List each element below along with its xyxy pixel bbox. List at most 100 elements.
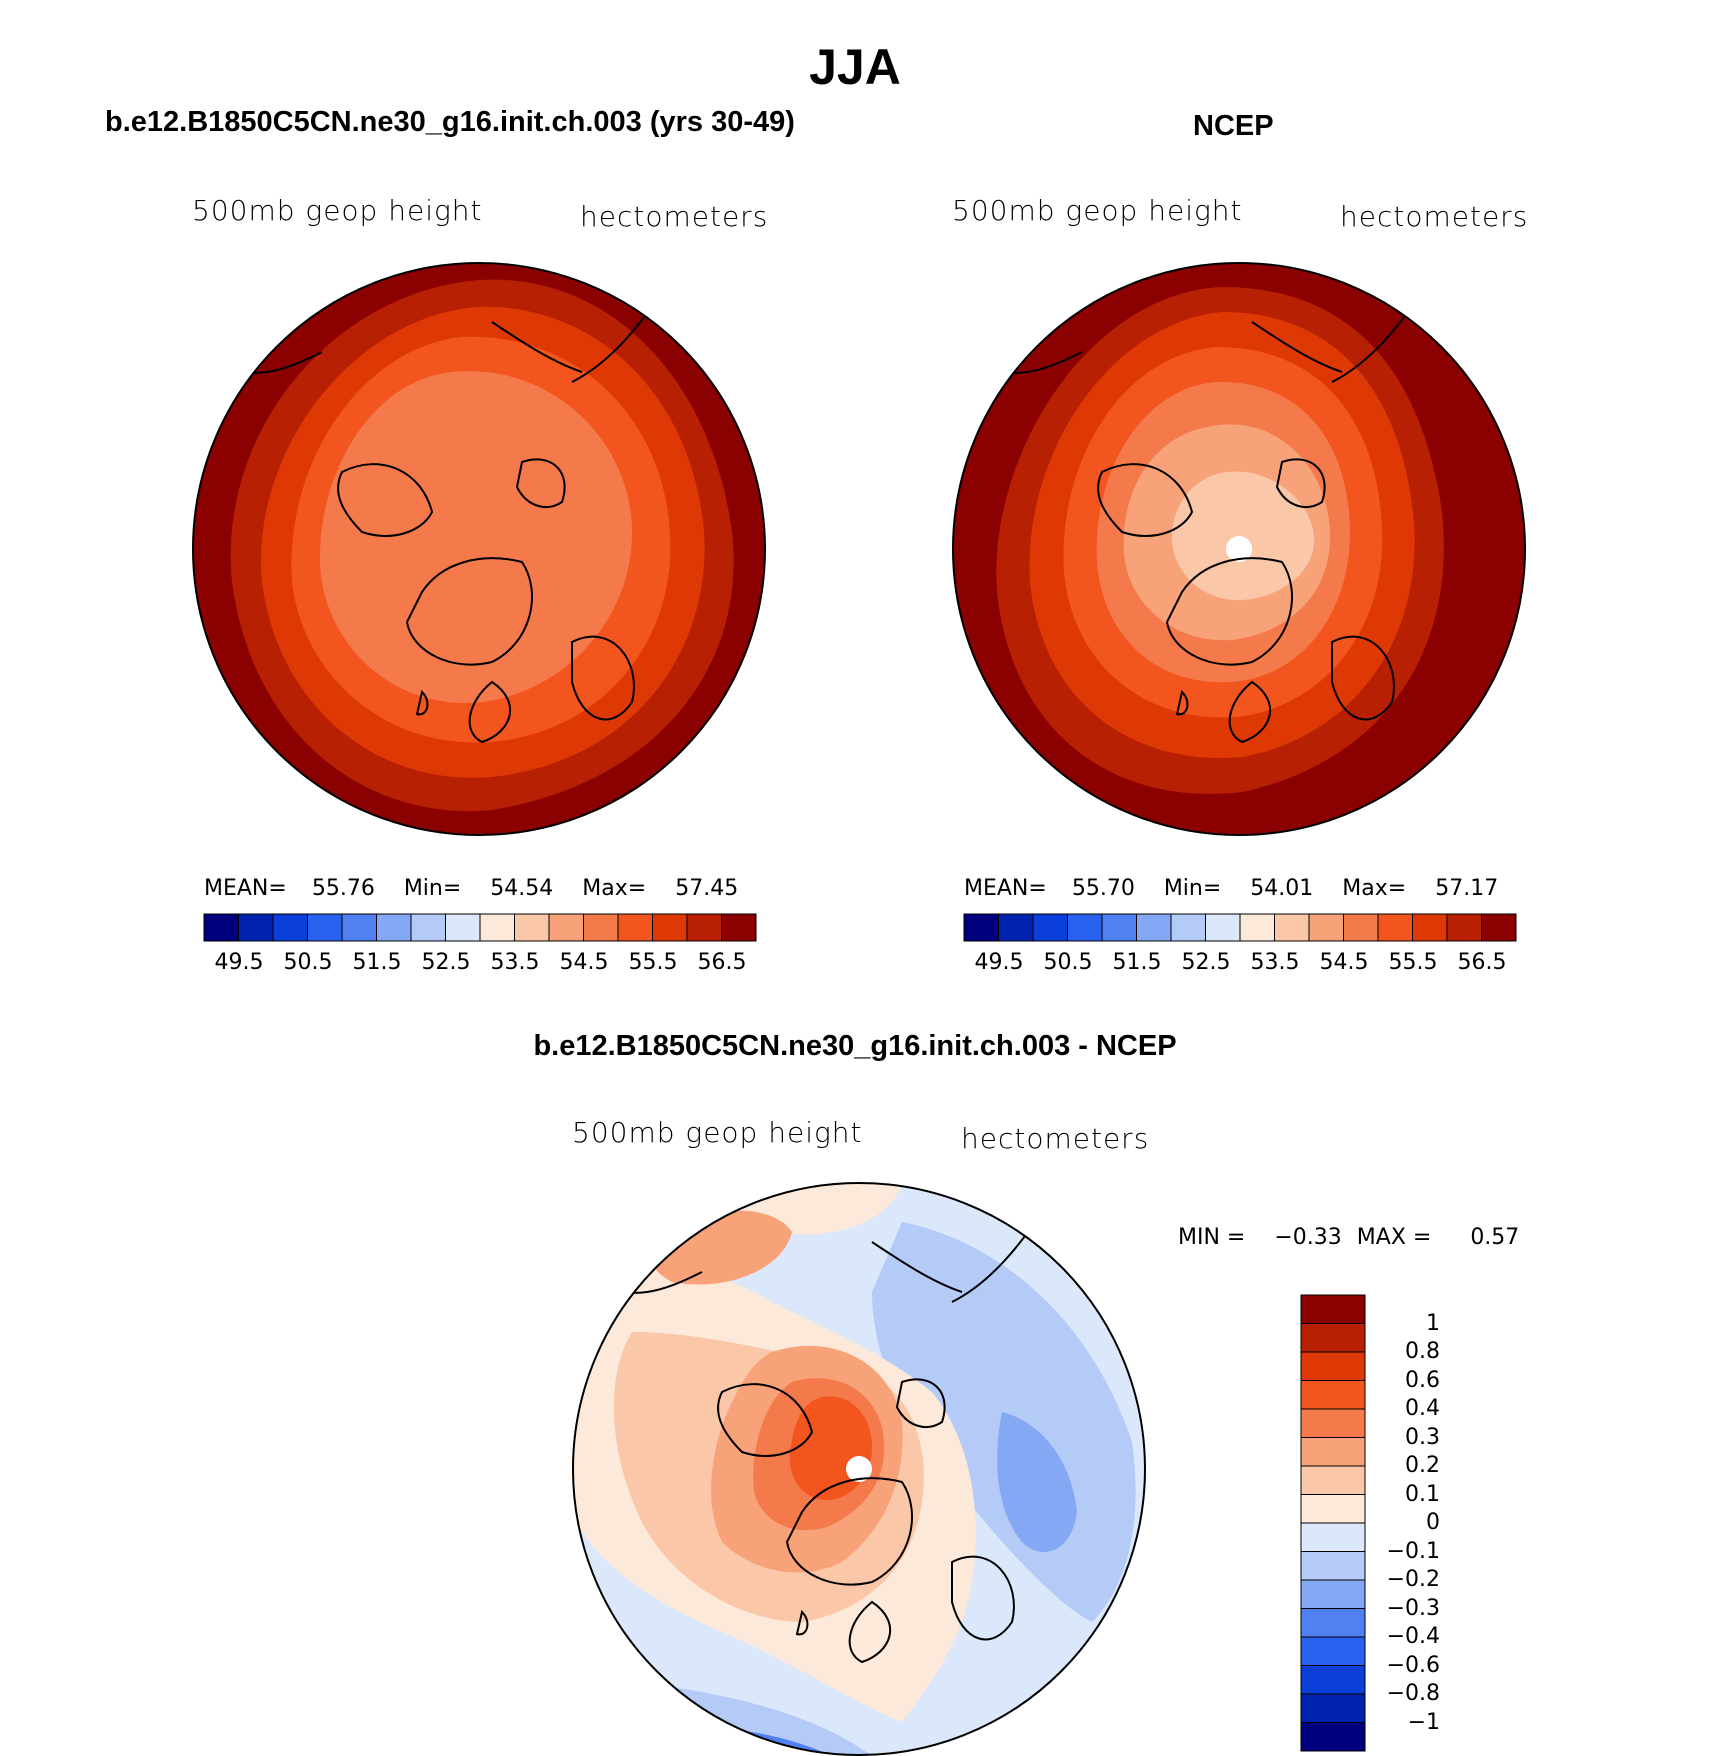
model-colorbar-tick-label: 49.5 <box>214 950 264 975</box>
diff-colorbar-tick-label: −0.2 <box>1386 1567 1440 1592</box>
model-min-value: 54.54 <box>490 876 554 901</box>
obs-colorbar-box <box>1101 913 1137 942</box>
obs-colorbar-box <box>1239 913 1275 942</box>
model-colorbar-tick-label: 55.5 <box>628 950 678 975</box>
obs-coastlines <box>971 291 1423 744</box>
model-colorbar-box <box>686 913 722 942</box>
obs-mean-label: MEAN= <box>964 876 1047 901</box>
model-panel-title: b.e12.B1850C5CN.ne30_g16.init.ch.003 (yr… <box>105 106 795 138</box>
obs-colorbar-box <box>1412 913 1448 942</box>
model-colorbar-ticks: 49.5 50.5 51.5 52.5 53.5 54.5 55.5 56.5 <box>204 950 756 980</box>
diff-colorbar-tick-label: 0.2 <box>1405 1453 1440 1478</box>
obs-pole-missing-marker <box>1226 536 1252 562</box>
diff-min-value: −0.33 <box>1274 1225 1342 1250</box>
diff-colorbar-box <box>1300 1608 1366 1638</box>
diff-units-label: hectometers <box>961 1122 1150 1155</box>
model-polar-map <box>192 262 766 836</box>
model-mean-label: MEAN= <box>204 876 287 901</box>
diff-colorbar-tick-label: −0.3 <box>1386 1595 1440 1621</box>
diff-colorbar-tick-label: −0.8 <box>1386 1681 1440 1706</box>
diff-colorbar-tick-label: 0.8 <box>1405 1339 1440 1364</box>
obs-colorbar-box <box>1067 913 1103 942</box>
model-colorbar-box <box>514 913 550 942</box>
model-colorbar-tick-label: 52.5 <box>421 950 471 975</box>
model-max-value: 57.45 <box>675 876 739 901</box>
diff-colorbar-box <box>1300 1351 1366 1381</box>
diff-colorbar-box <box>1300 1636 1366 1666</box>
obs-min-value: 54.01 <box>1250 876 1314 901</box>
diff-colorbar-tick-label: −1 <box>1407 1709 1440 1735</box>
model-colorbar-box <box>617 913 653 942</box>
obs-colorbar-ticks: 49.5 50.5 51.5 52.5 53.5 54.5 55.5 56.5 <box>964 950 1516 980</box>
figure-title: JJA <box>809 39 901 95</box>
model-contour-band-545 <box>319 371 632 703</box>
obs-colorbar-tick-label: 56.5 <box>1457 950 1507 975</box>
diff-colorbar-tick-label: −0.6 <box>1386 1652 1440 1678</box>
obs-colorbar-box <box>1274 913 1310 942</box>
model-colorbar-tick-label: 50.5 <box>283 950 333 975</box>
model-colorbar-tick-label: 53.5 <box>490 950 540 975</box>
diff-colorbar-ticks: 1 0.8 0.6 0.4 0.3 0.2 0.1 0 −0.1 −0.2 −0.3 −0.4 −0.6… <box>1372 1295 1472 1751</box>
diff-max-label: MAX = <box>1356 1225 1432 1250</box>
model-colorbar <box>203 913 757 942</box>
diff-variable-label: 500mb geop height <box>572 1116 863 1149</box>
diff-colorbar-box <box>1300 1722 1366 1752</box>
model-mean-value: 55.76 <box>311 876 375 901</box>
obs-colorbar-tick-label: 54.5 <box>1319 950 1369 975</box>
diff-colorbar-box <box>1300 1294 1366 1324</box>
model-colorbar-box <box>652 913 688 942</box>
diff-colorbar-tick-label: 1 <box>1426 1310 1440 1336</box>
model-colorbar-box <box>307 913 343 942</box>
model-colorbar-tick-label: 54.5 <box>559 950 609 975</box>
diff-colorbar-box <box>1300 1551 1366 1581</box>
model-units-label: hectometers <box>580 200 769 233</box>
diff-colorbar-tick-label: 0.3 <box>1405 1424 1440 1450</box>
model-colorbar-box <box>376 913 412 942</box>
obs-colorbar <box>963 913 1517 942</box>
diff-colorbar-box <box>1300 1380 1366 1410</box>
obs-colorbar-box <box>1170 913 1206 942</box>
diff-colorbar-tick-label: 0 <box>1426 1510 1440 1535</box>
obs-colorbar-tick-label: 51.5 <box>1112 950 1162 975</box>
obs-colorbar-box <box>1446 913 1482 942</box>
obs-colorbar-box <box>1205 913 1241 942</box>
obs-mean-value: 55.70 <box>1071 876 1135 901</box>
diff-colorbar-box <box>1300 1494 1366 1524</box>
diff-min-label: MIN = <box>1178 1225 1246 1250</box>
obs-units-label: hectometers <box>1340 200 1529 233</box>
model-min-label: Min= <box>403 876 462 901</box>
model-max-label: Max= <box>582 876 647 901</box>
obs-panel-title: NCEP <box>1193 110 1274 142</box>
diff-colorbar-tick-label: 0.1 <box>1405 1481 1440 1507</box>
diff-polar-map <box>572 1182 1146 1756</box>
obs-colorbar-tick-label: 55.5 <box>1388 950 1438 975</box>
obs-colorbar-tick-label: 52.5 <box>1181 950 1231 975</box>
diff-pole-missing-marker <box>846 1456 872 1482</box>
model-colorbar-box <box>445 913 481 942</box>
obs-colorbar-box <box>1032 913 1068 942</box>
obs-colorbar-tick-label: 49.5 <box>974 950 1024 975</box>
model-colorbar-box <box>341 913 377 942</box>
obs-colorbar-box <box>963 913 999 942</box>
diff-contour-band-neg03-east <box>997 1412 1077 1552</box>
model-variable-label: 500mb geop height <box>192 194 483 227</box>
diff-colorbar <box>1300 1294 1366 1752</box>
obs-colorbar-box <box>1481 913 1517 942</box>
model-colorbar-box <box>272 913 308 942</box>
obs-colorbar-box <box>1136 913 1172 942</box>
diff-colorbar-box <box>1300 1665 1366 1695</box>
model-colorbar-tick-label: 51.5 <box>352 950 402 975</box>
diff-colorbar-tick-label: 0.6 <box>1405 1367 1440 1393</box>
diff-colorbar-box <box>1300 1408 1366 1438</box>
obs-colorbar-box <box>998 913 1034 942</box>
diff-colorbar-box <box>1300 1579 1366 1609</box>
model-colorbar-tick-label: 56.5 <box>697 950 747 975</box>
obs-max-label: Max= <box>1342 876 1407 901</box>
diff-colorbar-box <box>1300 1323 1366 1353</box>
obs-colorbar-box <box>1308 913 1344 942</box>
obs-min-label: Min= <box>1163 876 1222 901</box>
obs-max-value: 57.17 <box>1435 876 1499 901</box>
obs-polar-map <box>952 262 1526 836</box>
diff-colorbar-tick-label: −0.1 <box>1386 1538 1440 1564</box>
obs-colorbar-tick-label: 50.5 <box>1043 950 1093 975</box>
